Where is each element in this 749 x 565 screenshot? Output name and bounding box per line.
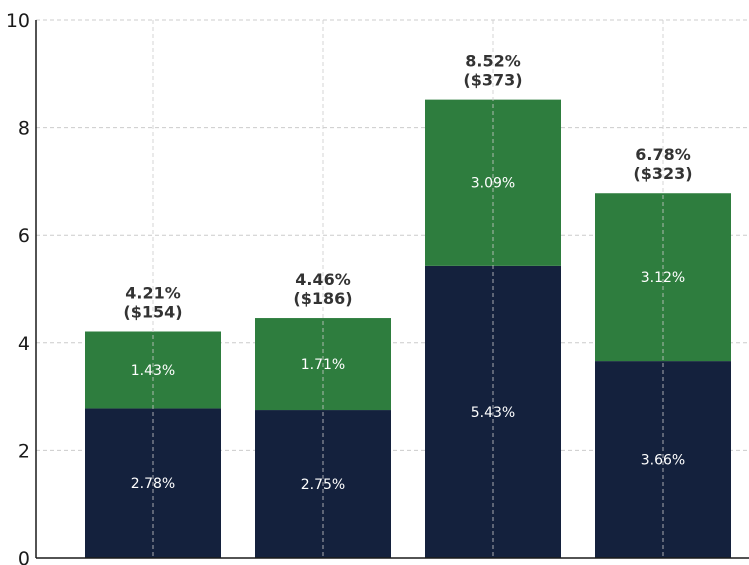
total-amount-label: ($186) bbox=[293, 289, 352, 308]
y-tick-label: 6 bbox=[18, 225, 30, 247]
bar-segment-top bbox=[595, 193, 731, 362]
y-tick-label: 4 bbox=[18, 333, 30, 355]
segment-value-label: 3.66% bbox=[641, 453, 685, 469]
total-percent-label: 8.52% bbox=[465, 52, 521, 71]
axes: 0 2 4 6 8 10 bbox=[6, 10, 749, 565]
segment-value-label: 3.12% bbox=[641, 270, 685, 286]
data-labels: 2.78%1.43%4.21%($154)2.75%1.71%4.46%($18… bbox=[123, 20, 693, 558]
total-amount-label: ($323) bbox=[633, 164, 692, 183]
total-amount-label: ($154) bbox=[123, 303, 182, 322]
y-tick-label: 2 bbox=[18, 440, 30, 462]
y-tick-label: 10 bbox=[6, 10, 30, 32]
y-tick-label: 8 bbox=[18, 118, 30, 140]
bars bbox=[85, 99, 731, 558]
y-tick-label: 0 bbox=[18, 548, 30, 565]
total-amount-label: ($373) bbox=[463, 71, 522, 90]
